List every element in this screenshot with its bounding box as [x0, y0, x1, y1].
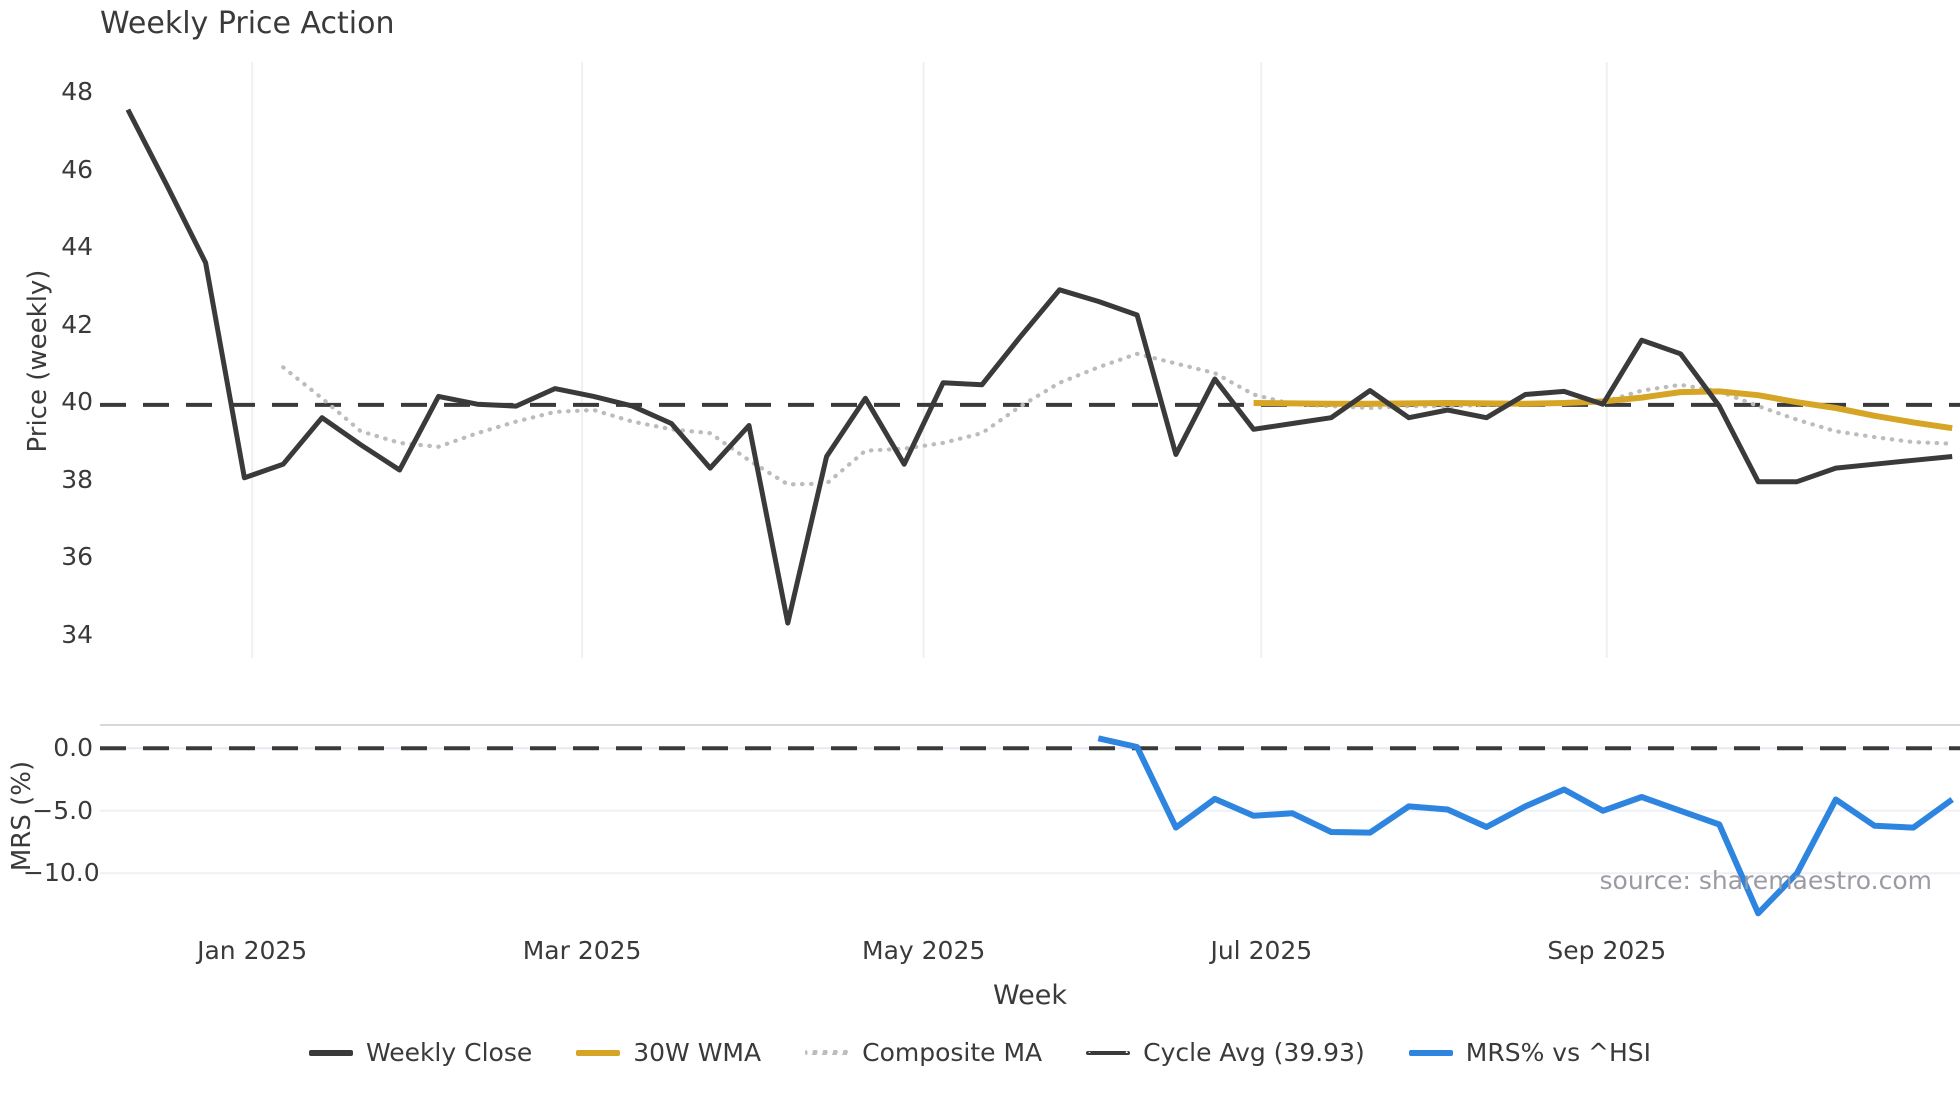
chart-title: Weekly Price Action	[100, 6, 395, 41]
x-tick-label: Mar 2025	[522, 936, 642, 965]
legend-label: Cycle Avg (39.93)	[1143, 1038, 1365, 1067]
mrs-ytick-label: −10.0	[23, 858, 100, 888]
x-axis-title: Week	[993, 980, 1067, 1011]
x-tick-label: Jan 2025	[197, 936, 308, 965]
price-ytick-label: 42	[61, 309, 93, 339]
legend-item-30w-wma: 30W WMA	[576, 1038, 761, 1067]
price-ytick-label: 40	[61, 387, 93, 417]
legend: Weekly Close 30W WMA Composite MA Cycle …	[0, 1038, 1960, 1067]
x-tick-label: Sep 2025	[1547, 936, 1667, 965]
legend-item-mrs: MRS% vs ^HSI	[1408, 1038, 1652, 1067]
legend-item-cycle-avg: Cycle Avg (39.93)	[1086, 1038, 1365, 1067]
weekly-close-line-swatch	[308, 1049, 353, 1056]
legend-label: Weekly Close	[365, 1038, 533, 1067]
mrs-line-swatch	[1408, 1049, 1453, 1056]
legend-item-composite-ma: Composite MA	[805, 1038, 1042, 1067]
composite-ma-line	[281, 351, 1955, 487]
price-ytick-label: 38	[61, 464, 93, 494]
legend-item-weekly-close: Weekly Close	[308, 1038, 533, 1067]
legend-label: Composite MA	[862, 1038, 1043, 1067]
x-tick-label: Jul 2025	[1210, 936, 1313, 965]
legend-label: 30W WMA	[633, 1038, 762, 1067]
price-ytick-label: 48	[61, 77, 93, 107]
price-ytick-label: 34	[61, 619, 93, 649]
price-ytick-label: 46	[61, 154, 93, 184]
composite-ma-line-swatch	[805, 1050, 850, 1055]
cycle-avg-line-swatch	[1086, 1050, 1131, 1055]
wma-line-swatch	[576, 1049, 621, 1056]
price-ytick-label: 36	[61, 542, 93, 572]
mrs-line	[1097, 735, 1954, 917]
weekly-close-line	[125, 108, 1953, 626]
legend-label: MRS% vs ^HSI	[1465, 1038, 1652, 1067]
mrs-ytick-label: −5.0	[32, 795, 93, 825]
price-ytick-label: 44	[61, 232, 93, 262]
mrs-ytick-label: 0.0	[53, 733, 93, 763]
x-tick-label: May 2025	[862, 936, 986, 965]
source-credit: source: sharemaestro.com	[1599, 866, 1933, 895]
